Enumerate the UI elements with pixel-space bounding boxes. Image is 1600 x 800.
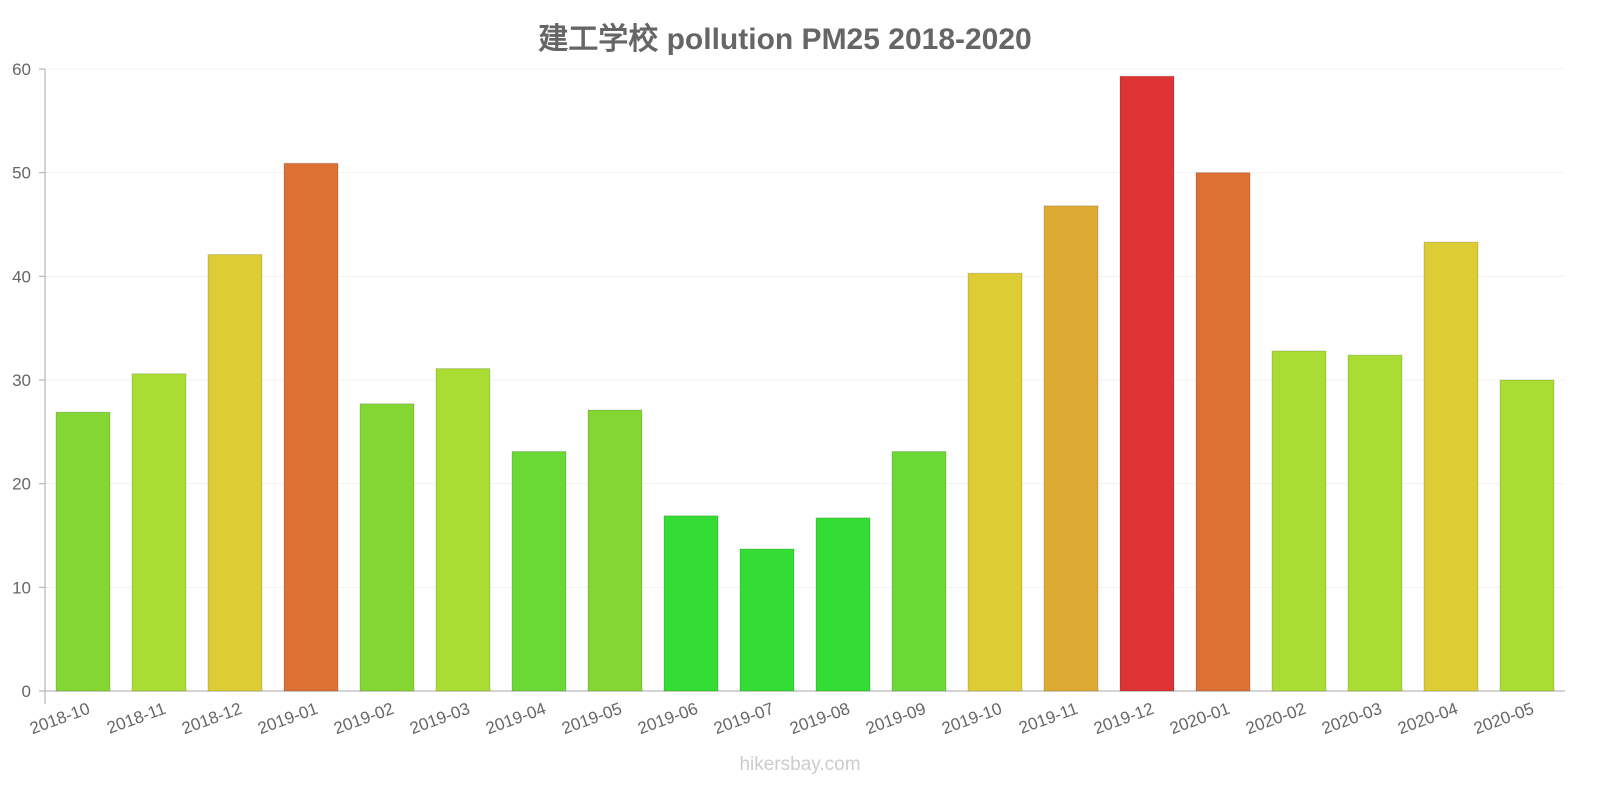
bar-2019-07 [739, 548, 795, 692]
x-tick-label: 2019-03 [407, 699, 472, 738]
y-tick-label: 60 [12, 60, 31, 79]
bar-2020-05 [1499, 379, 1555, 692]
y-tick-label: 10 [12, 578, 31, 597]
credit-text: hikersbay.com [739, 754, 861, 775]
x-tick-label: 2020-05 [1471, 699, 1536, 738]
x-tick-label: 2019-06 [635, 699, 700, 738]
x-tick-label: 2019-05 [559, 699, 624, 738]
y-tick-label: 0 [22, 682, 31, 701]
x-tick-label: 2019-01 [255, 699, 320, 738]
x-tick-label: 2020-01 [1167, 699, 1232, 738]
bar-2019-12 [1119, 75, 1175, 692]
x-tick-label: 2018-12 [179, 699, 244, 738]
bar-2019-06 [663, 515, 719, 692]
bar-2020-04 [1423, 241, 1479, 692]
bar-2019-08 [815, 517, 871, 692]
x-tick-label: 2020-03 [1319, 699, 1384, 738]
bar-2019-02 [359, 403, 415, 692]
bar-2018-12 [207, 254, 263, 692]
x-tick-label: 2019-07 [711, 699, 776, 738]
x-tick-label: 2019-08 [787, 699, 852, 738]
x-tick-label: 2019-10 [939, 699, 1004, 738]
bar-2019-05 [587, 409, 643, 692]
bar-2019-11 [1043, 205, 1099, 692]
bar-2020-02 [1271, 350, 1327, 692]
chart-title: 建工学校 pollution PM25 2018-2020 [538, 23, 1032, 56]
bar-2019-01 [283, 162, 339, 692]
x-tick-label: 2019-09 [863, 699, 928, 738]
x-tick-label: 2020-02 [1243, 699, 1308, 738]
bar-2018-10 [55, 411, 111, 692]
bar-2019-04 [511, 451, 567, 692]
bar-2019-03 [435, 368, 491, 692]
y-tick-label: 50 [12, 164, 31, 183]
y-tick-label: 20 [12, 475, 31, 494]
x-tick-label: 2018-11 [104, 699, 168, 738]
x-tick-label: 2020-04 [1395, 699, 1460, 738]
y-tick-label: 40 [12, 267, 31, 286]
x-tick-label: 2019-12 [1091, 699, 1156, 738]
bar-2019-10 [967, 272, 1023, 692]
x-tick-label: 2019-11 [1016, 699, 1080, 738]
x-tick-label: 2019-02 [331, 699, 396, 738]
x-tick-label: 2019-04 [483, 699, 548, 738]
bar-2020-01 [1195, 172, 1251, 692]
bar-2019-09 [891, 451, 947, 692]
x-tick-label: 2018-10 [27, 699, 92, 738]
y-tick-label: 30 [12, 371, 31, 390]
bar-2020-03 [1347, 354, 1403, 692]
bar-2018-11 [131, 373, 187, 692]
